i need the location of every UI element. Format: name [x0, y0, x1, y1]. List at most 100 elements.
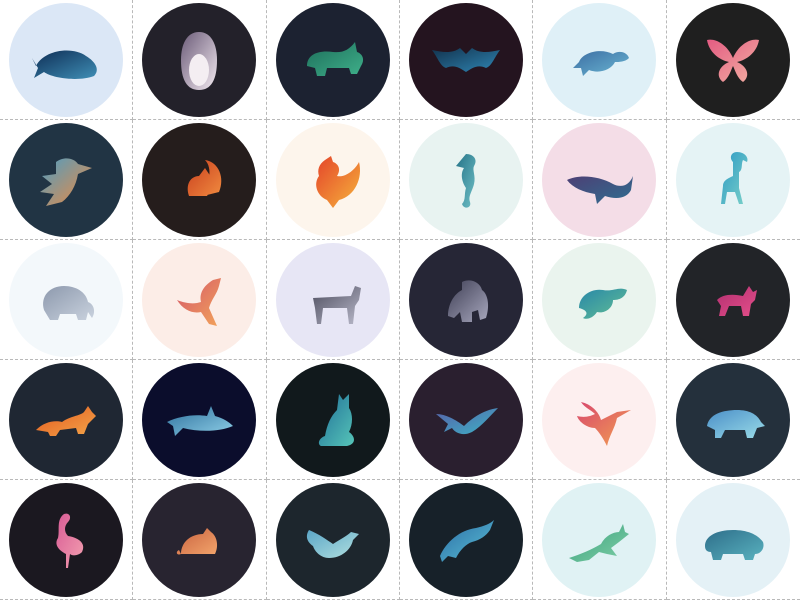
icon-tile[interactable]: [667, 480, 800, 600]
toucan-icon: [26, 140, 106, 220]
icon-circle-background: [276, 483, 390, 597]
hummingbird-icon: [559, 380, 639, 460]
elephant-silhouette: [43, 286, 94, 320]
hippo-silhouette: [705, 530, 764, 560]
duck-silhouette: [307, 530, 359, 558]
icon-circle-background: [142, 483, 256, 597]
icon-tile[interactable]: [133, 240, 266, 360]
icon-circle-background: [276, 363, 390, 477]
duck-icon: [293, 500, 373, 580]
polar-bear-icon: [693, 380, 773, 460]
icon-circle-background: [276, 243, 390, 357]
icon-tile[interactable]: [267, 360, 400, 480]
icon-circle-background: [542, 243, 656, 357]
icon-tile[interactable]: [133, 120, 266, 240]
mouse-silhouette: [177, 528, 217, 555]
icon-circle-background: [409, 3, 523, 117]
cat-icon: [293, 380, 373, 460]
icon-tile[interactable]: [400, 360, 533, 480]
icon-circle-background: [9, 363, 123, 477]
whale-silhouette: [32, 50, 97, 78]
icon-circle-background: [9, 123, 123, 237]
gorilla-icon: [426, 260, 506, 340]
icon-circle-background: [276, 3, 390, 117]
icon-circle-background: [542, 3, 656, 117]
icon-tile[interactable]: [400, 0, 533, 120]
bird-in-flight-silhouette: [436, 408, 498, 434]
chameleon-icon: [559, 260, 639, 340]
icon-tile[interactable]: [133, 360, 266, 480]
icon-tile[interactable]: [533, 240, 666, 360]
icon-circle-background: [676, 3, 790, 117]
icon-tile[interactable]: [133, 480, 266, 600]
whale-icon: [26, 20, 106, 100]
icon-tile[interactable]: [667, 120, 800, 240]
rhino-silhouette: [307, 42, 363, 76]
icon-tile[interactable]: [533, 120, 666, 240]
icon-tile[interactable]: [267, 240, 400, 360]
dog-silhouette: [717, 286, 757, 316]
gorilla-silhouette: [448, 280, 488, 322]
icon-tile[interactable]: [0, 360, 133, 480]
humpback-whale-silhouette: [567, 176, 633, 204]
kangaroo-icon: [159, 260, 239, 340]
icon-tile[interactable]: [667, 0, 800, 120]
icon-tile[interactable]: [533, 480, 666, 600]
icon-tile[interactable]: [0, 240, 133, 360]
icon-circle-background: [409, 243, 523, 357]
icon-tile[interactable]: [0, 0, 133, 120]
icon-circle-background: [542, 123, 656, 237]
ibex-icon: [693, 140, 773, 220]
rooster-icon: [293, 140, 373, 220]
hippo-icon: [693, 500, 773, 580]
mouse-icon: [159, 500, 239, 580]
icon-circle-background: [276, 123, 390, 237]
dog-icon: [693, 260, 773, 340]
icon-tile[interactable]: [133, 0, 266, 120]
icon-tile[interactable]: [267, 0, 400, 120]
icon-tile[interactable]: [0, 480, 133, 600]
ibex-silhouette: [721, 152, 748, 204]
icon-tile[interactable]: [667, 360, 800, 480]
icon-circle-background: [676, 123, 790, 237]
chameleon-silhouette: [579, 288, 627, 318]
sea-turtle-silhouette: [573, 51, 629, 76]
icon-tile[interactable]: [267, 120, 400, 240]
zebra-silhouette: [313, 286, 361, 324]
icon-circle-background: [142, 123, 256, 237]
icon-circle-background: [676, 243, 790, 357]
shark-silhouette: [167, 406, 233, 436]
icon-tile[interactable]: [267, 480, 400, 600]
icon-tile[interactable]: [0, 120, 133, 240]
dolphin-silhouette: [440, 520, 494, 562]
bat-icon: [426, 20, 506, 100]
penguin-belly: [189, 54, 209, 86]
icon-circle-background: [542, 483, 656, 597]
icon-circle-background: [9, 3, 123, 117]
bat-silhouette: [432, 48, 500, 72]
icon-tile[interactable]: [400, 480, 533, 600]
shark-icon: [159, 380, 239, 460]
rooster-silhouette: [316, 156, 360, 208]
icon-circle-background: [409, 363, 523, 477]
icon-tile[interactable]: [400, 120, 533, 240]
icon-tile[interactable]: [533, 360, 666, 480]
butterfly-icon: [693, 20, 773, 100]
icon-circle-background: [676, 363, 790, 477]
hummingbird-silhouette: [577, 402, 631, 446]
icon-tile[interactable]: [533, 0, 666, 120]
icon-tile[interactable]: [667, 240, 800, 360]
fox-icon: [26, 380, 106, 460]
fox-silhouette: [36, 406, 96, 436]
zebra-icon: [293, 260, 373, 340]
icon-tile[interactable]: [400, 240, 533, 360]
icon-circle-background: [142, 3, 256, 117]
icon-circle-background: [142, 363, 256, 477]
cat-silhouette: [319, 394, 354, 446]
hare-icon: [559, 500, 639, 580]
penguin-icon: [159, 20, 239, 100]
icon-circle-background: [409, 123, 523, 237]
rhino-icon: [293, 20, 373, 100]
flamingo-silhouette: [57, 513, 84, 567]
bird-in-flight-icon: [426, 380, 506, 460]
